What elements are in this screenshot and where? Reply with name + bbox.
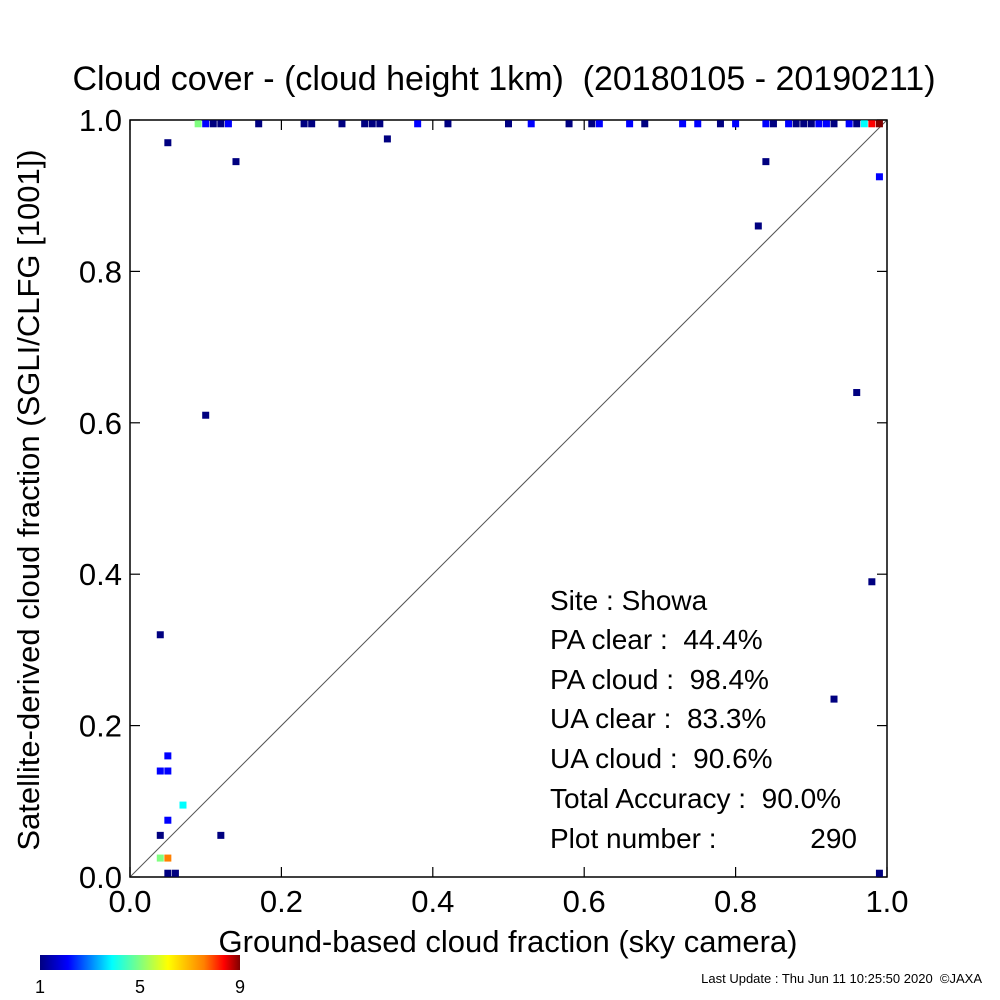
colorbar-gradient [40,955,240,970]
stats-total-accuracy: Total Accuracy : 90.0% [550,783,841,814]
colorbar: 1 5 9 [35,955,245,997]
data-point [156,854,164,862]
data-point [732,120,740,128]
x-axis-label: Ground-based cloud fraction (sky camera) [219,924,798,959]
data-point [179,801,187,809]
data-point [595,120,603,128]
data-point [217,831,225,839]
data-point [785,120,793,128]
data-point [694,120,702,128]
stats-plot-number-label: Plot number : [550,823,717,854]
data-point [164,752,172,760]
y-tick-label: 0.8 [79,254,122,289]
x-tick-label: 0.0 [108,884,151,919]
stats-site: Site : Showa [550,585,708,616]
y-tick-label: 0.6 [79,406,122,441]
chart-title: Cloud cover - (cloud height 1km) (201801… [72,60,935,98]
data-point [202,411,210,419]
data-point [830,120,838,128]
data-point [164,139,172,147]
data-point [792,120,800,128]
data-point [679,120,687,128]
data-point [762,120,770,128]
y-tick-label: 0.0 [79,860,122,895]
stats-plot-number-value: 290 [810,823,857,854]
data-point [807,120,815,128]
data-point [860,120,868,128]
data-point [164,767,172,775]
data-point [875,120,883,128]
data-point [255,120,263,128]
data-point [505,120,512,128]
stats-ua-clear: UA clear : 83.3% [550,703,766,734]
data-point [769,120,777,128]
data-point [383,135,391,143]
colorbar-min-label: 1 [35,977,45,997]
data-point [815,120,823,128]
y-tick-label: 0.4 [79,557,122,592]
data-point [217,120,225,128]
data-point [626,120,634,128]
data-point [830,695,838,703]
y-tick-label: 1.0 [79,103,122,138]
data-point [171,869,179,877]
data-point [232,158,240,166]
data-point [853,389,861,397]
data-point [209,120,217,128]
x-tick-label: 0.4 [411,884,454,919]
x-tick-label: 1.0 [865,884,908,919]
data-point [527,120,535,128]
plot-frame [129,119,888,878]
data-point [164,816,172,824]
data-point [868,120,876,128]
data-point [164,869,172,877]
data-point [376,120,384,128]
x-axis-ticks: 0.0 0.2 0.4 0.6 0.8 1.0 [108,120,909,919]
data-point [414,120,422,128]
data-point [156,767,164,775]
data-point [875,173,883,181]
data-point [762,158,770,166]
colorbar-max-label: 9 [235,977,245,997]
y-axis-label: Satellite-derived cloud fraction (SGLI/C… [11,149,46,850]
data-point [202,120,210,128]
x-tick-label: 0.2 [260,884,303,919]
diagonal-line [129,119,888,878]
data-point [164,854,172,862]
x-tick-label: 0.8 [714,884,757,919]
data-point [361,120,369,128]
data-point [754,222,762,230]
stats-panel: Site : Showa PA clear : 44.4% PA cloud :… [550,585,857,854]
stats-pa-clear: PA clear : 44.4% [550,624,763,655]
data-point [822,120,830,128]
data-point [565,120,573,128]
data-point [868,578,876,586]
data-point [875,869,883,877]
data-point [338,120,346,128]
data-point [716,120,724,128]
data-point [588,120,596,128]
data-point [224,120,232,128]
data-point [300,120,308,128]
colorbar-mid-label: 5 [135,977,145,997]
data-point [800,120,808,128]
data-point [853,120,861,128]
data-point [444,120,452,128]
data-point [156,631,164,639]
stats-ua-cloud: UA cloud : 90.6% [550,743,773,774]
data-point [845,120,853,128]
stats-pa-cloud: PA cloud : 98.4% [550,664,769,695]
y-tick-label: 0.2 [79,709,122,744]
data-point [641,120,649,128]
data-point [368,120,376,128]
data-point [156,831,164,839]
data-points [156,120,883,877]
data-point [308,120,316,128]
data-point [194,120,202,128]
footer-last-update: Last Update : Thu Jun 11 10:25:50 2020 ©… [701,971,982,986]
x-tick-label: 0.6 [563,884,606,919]
y-axis-ticks: 0.0 0.2 0.4 0.6 0.8 1.0 [79,103,887,895]
